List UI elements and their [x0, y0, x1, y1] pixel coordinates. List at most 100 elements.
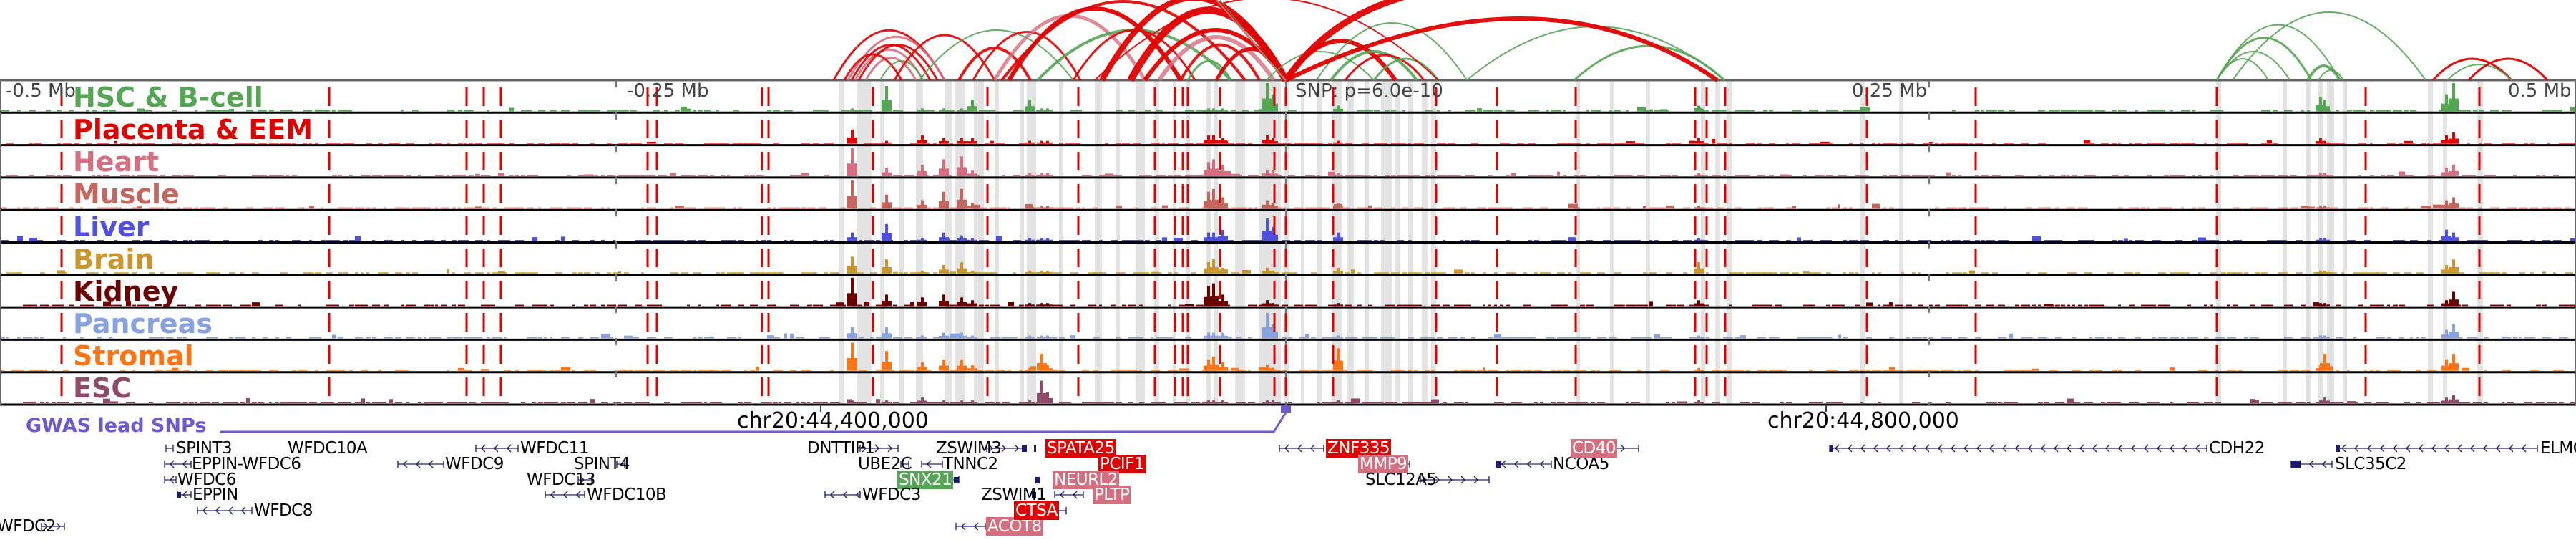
signal-bar [1402, 175, 1409, 176]
signal-bar [2370, 304, 2379, 307]
signal-bar [2542, 207, 2551, 209]
interaction-arc-line [1216, 0, 1287, 81]
signal-bar [1431, 304, 1438, 307]
signal-peak [1266, 300, 1269, 307]
signal-bar [710, 207, 718, 209]
gene-label-wfdc10b[interactable]: WFDC10B [587, 486, 667, 504]
signal-bar [1746, 370, 1750, 371]
signal-bar [1540, 272, 1547, 274]
signal-bar [275, 402, 279, 403]
signal-bar [1328, 337, 1335, 339]
signal-bar [653, 175, 655, 176]
signal-bar [2170, 367, 2175, 371]
signal-bar [1883, 143, 1891, 144]
signal-bar [756, 143, 761, 144]
signal-bar [17, 236, 23, 241]
gene-label-slc12a5[interactable]: SLC12A5 [1365, 471, 1437, 489]
gene-label-wfdc3[interactable]: WFDC3 [862, 486, 921, 504]
signal-bar [1832, 110, 1838, 112]
signal-peak [1212, 232, 1215, 241]
signal-bar [1236, 175, 1242, 176]
signal-bar [1975, 337, 1981, 339]
signal-bar [647, 207, 656, 209]
signal-bar [2559, 370, 2564, 371]
gene-label-mmp9[interactable]: MMP9 [1358, 455, 1409, 473]
signal-bar [2072, 175, 2077, 176]
signal-bar [1912, 272, 1916, 274]
gene-label-pcif1[interactable]: PCIF1 [1098, 455, 1146, 473]
signal-bar [86, 272, 94, 274]
signal-bar [1345, 175, 1353, 176]
gene-label-wfdc2[interactable]: WFDC2 [0, 517, 56, 536]
signal-peak [960, 400, 963, 403]
gene-label-ctsa[interactable]: CTSA [1014, 501, 1059, 520]
signal-bar [2141, 240, 2144, 241]
gene-label-zswim1[interactable]: ZSWIM1 [981, 486, 1047, 504]
signal-bar [2301, 110, 2304, 112]
gene-label-wfdc9[interactable]: WFDC9 [445, 455, 504, 473]
signal-bar [1568, 203, 1578, 209]
gene-label-dnttip1[interactable]: DNTTIP1 [807, 439, 875, 458]
signal-bar [1780, 174, 1789, 176]
gene-label-wfdc8[interactable]: WFDC8 [254, 501, 313, 520]
signal-bar [1133, 337, 1141, 339]
gene-label-spint3[interactable]: SPINT3 [176, 439, 233, 458]
signal-bar [1952, 272, 1959, 274]
gene-label-wfdc6[interactable]: WFDC6 [177, 471, 236, 489]
signal-bar [1008, 301, 1014, 307]
signal-peak [1266, 135, 1269, 144]
gene-label-spata25[interactable]: SPATA25 [1045, 439, 1116, 458]
signal-bar [114, 272, 121, 274]
signal-bar [2524, 143, 2528, 144]
signal-bar [1958, 272, 1962, 274]
interaction-arc [1214, 47, 1288, 82]
interaction-arc [1330, 50, 1418, 82]
signal-peak [1697, 262, 1700, 274]
gene-label-snx21[interactable]: SNX21 [897, 471, 954, 489]
signal-bar [1454, 337, 1458, 339]
signal-bar [1643, 304, 1648, 307]
signal-peak-shoulder [2320, 337, 2330, 339]
signal-bar [2473, 402, 2479, 403]
gene-label-ncoa5[interactable]: NCOA5 [1553, 455, 1609, 473]
signal-peak [1212, 283, 1215, 307]
signal-bar [550, 304, 554, 307]
signal-bar [933, 207, 939, 209]
gene-label-acot8[interactable]: ACOT8 [986, 517, 1043, 536]
signal-bar [979, 304, 984, 307]
signal-bar [2158, 143, 2165, 144]
signal-bar [143, 143, 150, 144]
signal-bar [1494, 304, 1497, 307]
signal-bar [1826, 207, 1830, 209]
gene-label-znf335[interactable]: ZNF335 [1326, 439, 1392, 458]
signal-bar [990, 304, 1000, 307]
gene-label-wfdc13[interactable]: WFDC13 [527, 471, 596, 489]
signal-bar [2049, 240, 2056, 241]
gene-label-eppin-wfdc6[interactable]: EPPIN-WFDC6 [192, 455, 301, 473]
gene-label-tnnc2[interactable]: TNNC2 [943, 455, 998, 473]
gene-label-cdh22[interactable]: CDH22 [2209, 439, 2265, 458]
signal-bar [624, 272, 629, 274]
signal-bar [595, 175, 598, 176]
interaction-arc [2467, 57, 2549, 82]
gene-label-eppin[interactable]: EPPIN [192, 486, 238, 504]
gene-label-spint4[interactable]: SPINT4 [574, 455, 630, 473]
signal-bar [950, 333, 960, 339]
signal-bar [2084, 272, 2092, 274]
signal-bar [1500, 304, 1503, 307]
gene-label-pltp[interactable]: PLTP [1093, 486, 1131, 504]
gene-label-slc35c2[interactable]: SLC35C2 [2335, 455, 2406, 473]
signal-bar [424, 402, 429, 403]
interaction-arc-line [1219, 0, 1285, 81]
gene-label-ube2c[interactable]: UBE2C [858, 455, 912, 473]
gene-label-wfdc11[interactable]: WFDC11 [520, 439, 590, 458]
signal-bar [590, 399, 595, 403]
signal-peak-shoulder [1218, 367, 1228, 371]
gene-label-wfdc10a[interactable]: WFDC10A [288, 439, 368, 458]
signal-bar [223, 207, 228, 209]
gene-label-elmo2[interactable]: ELMO2 [2540, 439, 2576, 458]
signal-bar [1843, 175, 1846, 176]
gene-label-zswim3[interactable]: ZSWIM3 [936, 439, 1002, 458]
signal-bar [1929, 304, 1933, 307]
gene-label-cd40[interactable]: CD40 [1571, 439, 1618, 458]
